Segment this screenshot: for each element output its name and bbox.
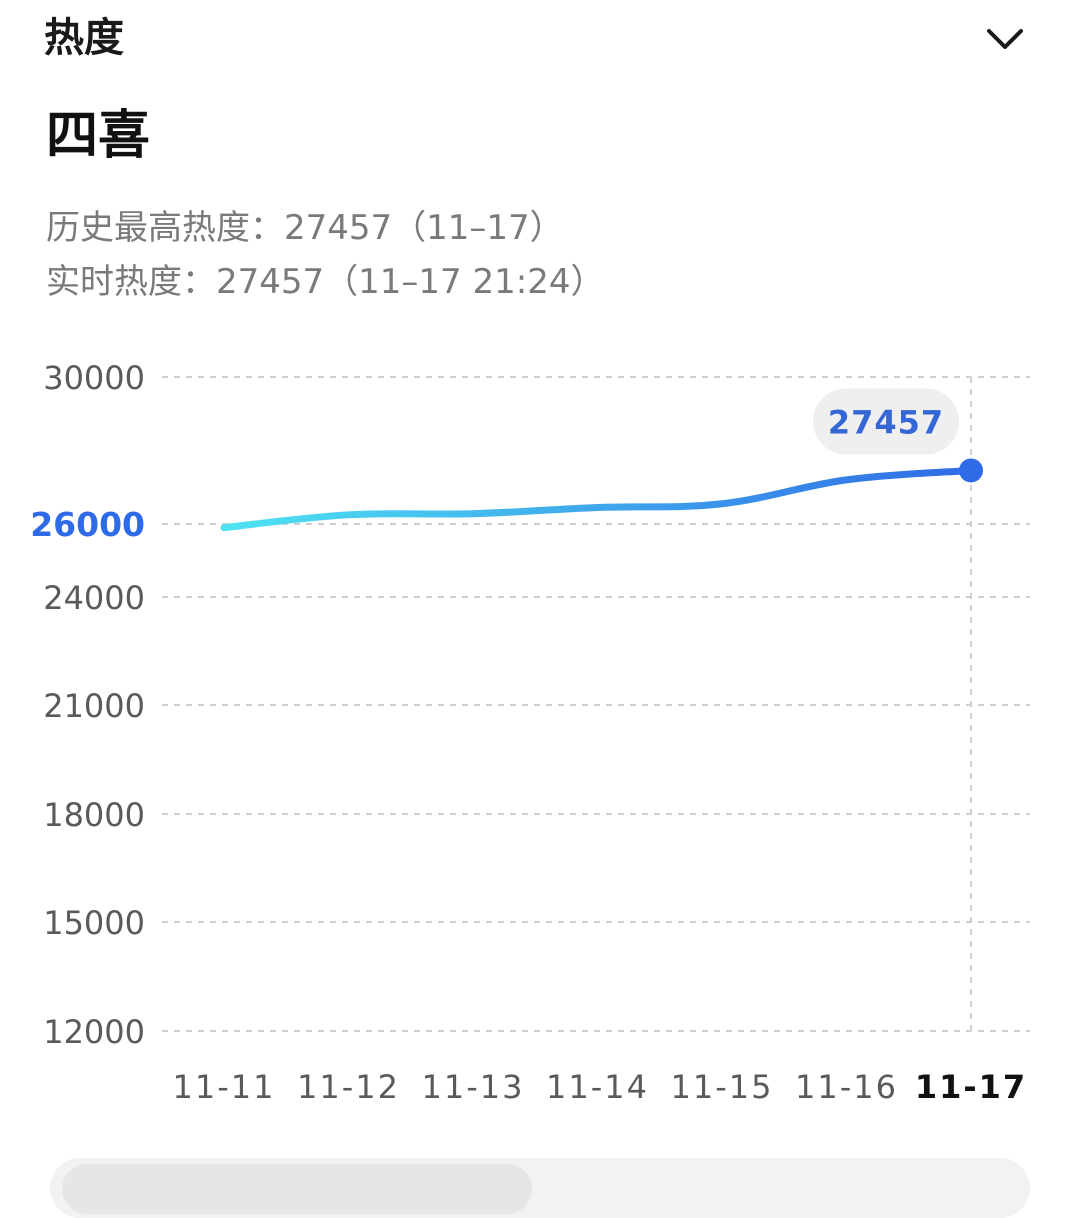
highlight-layer: 27457 xyxy=(813,388,983,483)
x-axis-ticks: 11-11 11-12 11-13 11-14 11-15 11-16 11-17 xyxy=(173,1068,1027,1106)
x-tick-label: 11-13 xyxy=(422,1068,525,1106)
series-line xyxy=(220,466,975,532)
chevron-down-icon xyxy=(987,29,1023,49)
x-tick-label: 11-11 xyxy=(173,1068,276,1106)
heat-line-chart: 30000 26000 24000 21000 18000 15000 12000 11-1… xyxy=(30,359,1030,1106)
y-tick-label: 26000 xyxy=(30,505,145,544)
y-tick-label: 18000 xyxy=(43,796,145,834)
bottom-tab-bar xyxy=(50,1158,1030,1218)
data-point xyxy=(221,525,227,531)
heat-series xyxy=(220,466,975,532)
x-tick-label: 11-17 xyxy=(915,1068,1027,1106)
highlight-point[interactable] xyxy=(959,458,983,483)
bottom-tab-selected[interactable] xyxy=(62,1164,532,1214)
topic-name: 四喜 xyxy=(46,106,151,166)
x-tick-label: 11-16 xyxy=(795,1068,898,1106)
data-point xyxy=(844,477,850,483)
x-tick-label: 11-14 xyxy=(546,1068,649,1106)
y-tick-label: 21000 xyxy=(43,687,145,725)
x-tick-label: 11-15 xyxy=(671,1068,774,1106)
collapse-button[interactable] xyxy=(978,16,1032,64)
realtime-heat-text: 实时热度：27457（11–17 21:24） xyxy=(46,262,605,302)
section-title: 热度 xyxy=(44,15,124,61)
data-point xyxy=(346,512,352,518)
data-point xyxy=(595,504,601,510)
y-tick-label: 12000 xyxy=(43,1013,145,1051)
x-tick-label: 11-12 xyxy=(297,1068,400,1106)
peak-heat-text: 历史最高热度：27457（11–17） xyxy=(46,208,564,248)
y-tick-label: 30000 xyxy=(43,359,145,397)
y-tick-label: 15000 xyxy=(43,904,145,942)
y-axis-ticks: 30000 26000 24000 21000 18000 15000 12000 xyxy=(30,359,145,1051)
y-tick-label: 24000 xyxy=(43,579,145,617)
chart-header: 热度 xyxy=(0,0,1080,80)
value-bubble xyxy=(813,388,959,455)
data-point xyxy=(719,501,725,507)
value-bubble-label: 27457 xyxy=(828,403,944,441)
grid-lines xyxy=(162,376,1030,1032)
data-point xyxy=(470,511,476,517)
